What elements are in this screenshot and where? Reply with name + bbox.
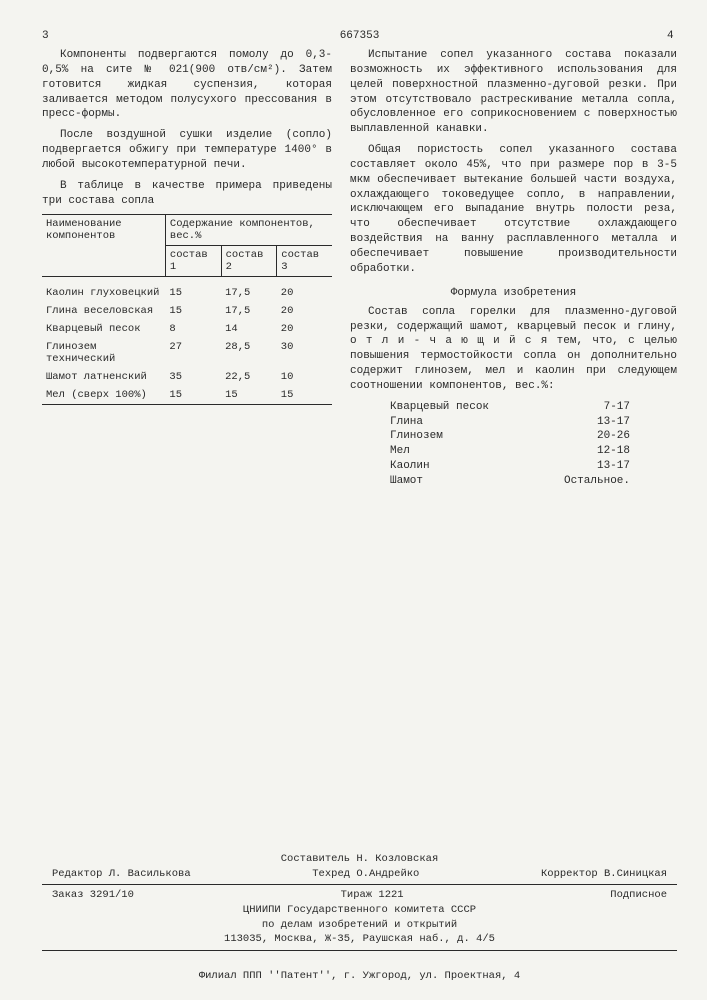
cell: 17,5 <box>221 277 277 303</box>
formula-item: Глинозем20-26 <box>390 429 630 444</box>
cell: 27 <box>165 338 221 368</box>
row-name: Глина веселовская <box>42 302 165 320</box>
footer-corrector: Корректор В.Синицкая <box>541 867 667 882</box>
cell: 8 <box>165 320 221 338</box>
th-c3: состав 3 <box>277 246 332 277</box>
divider <box>42 950 677 951</box>
cell: 28,5 <box>221 338 277 368</box>
formula-title: Формула изобретения <box>350 287 677 299</box>
page: 3 667353 4 Компоненты подвергаются помол… <box>0 0 707 509</box>
footer-addr: 113035, Москва, Ж-35, Раушская наб., д. … <box>42 932 677 947</box>
footer-credits: Редактор Л. Василькова Техред О.Андрейко… <box>42 867 677 882</box>
footer: Составитель Н. Козловская Редактор Л. Ва… <box>42 852 677 954</box>
cell: 15 <box>165 302 221 320</box>
formula-item: Глина13-17 <box>390 415 630 430</box>
footer-editor: Редактор Л. Василькова <box>52 867 191 882</box>
composition-table: Наименование компонентов Содержание комп… <box>42 214 332 405</box>
footer-sub: Подписное <box>610 888 667 903</box>
cell: 10 <box>277 368 332 386</box>
row-name: Мел (сверх 100%) <box>42 386 165 405</box>
footer-branch: Филиал ППП ''Патент'', г. Ужгород, ул. П… <box>42 970 677 982</box>
divider <box>42 884 677 885</box>
cell: 15 <box>165 277 221 303</box>
cell: 35 <box>165 368 221 386</box>
formula-item: Каолин13-17 <box>390 459 630 474</box>
formula-list: Кварцевый песок7-17 Глина13-17 Глинозем2… <box>390 400 677 489</box>
right-para-3: Состав сопла горелки для плазменно-дугов… <box>350 305 677 394</box>
right-para-2: Общая пористость сопел указанного состав… <box>350 143 677 277</box>
footer-org1: ЦНИИПИ Государственного комитета СССР <box>42 903 677 918</box>
left-para-3: В таблице в качестве примера приведены т… <box>42 179 332 209</box>
row-name: Кварцевый песок <box>42 320 165 338</box>
document-number: 667353 <box>52 30 667 42</box>
left-col-number: 3 <box>42 30 52 42</box>
left-para-2: После воздушной сушки изделие (сопло) по… <box>42 128 332 173</box>
left-para-1: Компоненты подвергаются помолу до 0,3-0,… <box>42 48 332 122</box>
footer-org2: по делам изобретений и открытий <box>42 918 677 933</box>
footer-order: Заказ 3291/10 <box>52 888 134 903</box>
cell: 15 <box>221 386 277 405</box>
th-c2: состав 2 <box>221 246 277 277</box>
cell: 17,5 <box>221 302 277 320</box>
row-name: Глинозем технический <box>42 338 165 368</box>
cell: 30 <box>277 338 332 368</box>
two-column-body: Компоненты подвергаются помолу до 0,3-0,… <box>42 48 677 489</box>
footer-compiler: Составитель Н. Козловская <box>42 852 677 867</box>
right-col-number: 4 <box>667 30 677 42</box>
th-c1: состав 1 <box>165 246 221 277</box>
formula-item: Кварцевый песок7-17 <box>390 400 630 415</box>
cell: 20 <box>277 320 332 338</box>
right-para-1: Испытание сопел указанного состава показ… <box>350 48 677 137</box>
footer-tirazh: Тираж 1221 <box>341 888 404 903</box>
th-component: Наименование компонентов <box>42 215 165 277</box>
footer-order-row: Заказ 3291/10 Тираж 1221 Подписное <box>42 888 677 903</box>
cell: 15 <box>277 386 332 405</box>
left-column: Компоненты подвергаются помолу до 0,3-0,… <box>42 48 332 489</box>
cell: 15 <box>165 386 221 405</box>
cell: 20 <box>277 277 332 303</box>
formula-item: ШамотОстальное. <box>390 474 630 489</box>
formula-item: Мел12-18 <box>390 444 630 459</box>
right-column: Испытание сопел указанного состава показ… <box>350 48 677 489</box>
th-content: Содержание компонентов, вес.% <box>165 215 332 246</box>
row-name: Шамот латненский <box>42 368 165 386</box>
row-name: Каолин глуховецкий <box>42 277 165 303</box>
cell: 20 <box>277 302 332 320</box>
cell: 22,5 <box>221 368 277 386</box>
header: 3 667353 4 <box>42 30 677 42</box>
footer-tech: Техред О.Андрейко <box>312 867 419 882</box>
cell: 14 <box>221 320 277 338</box>
